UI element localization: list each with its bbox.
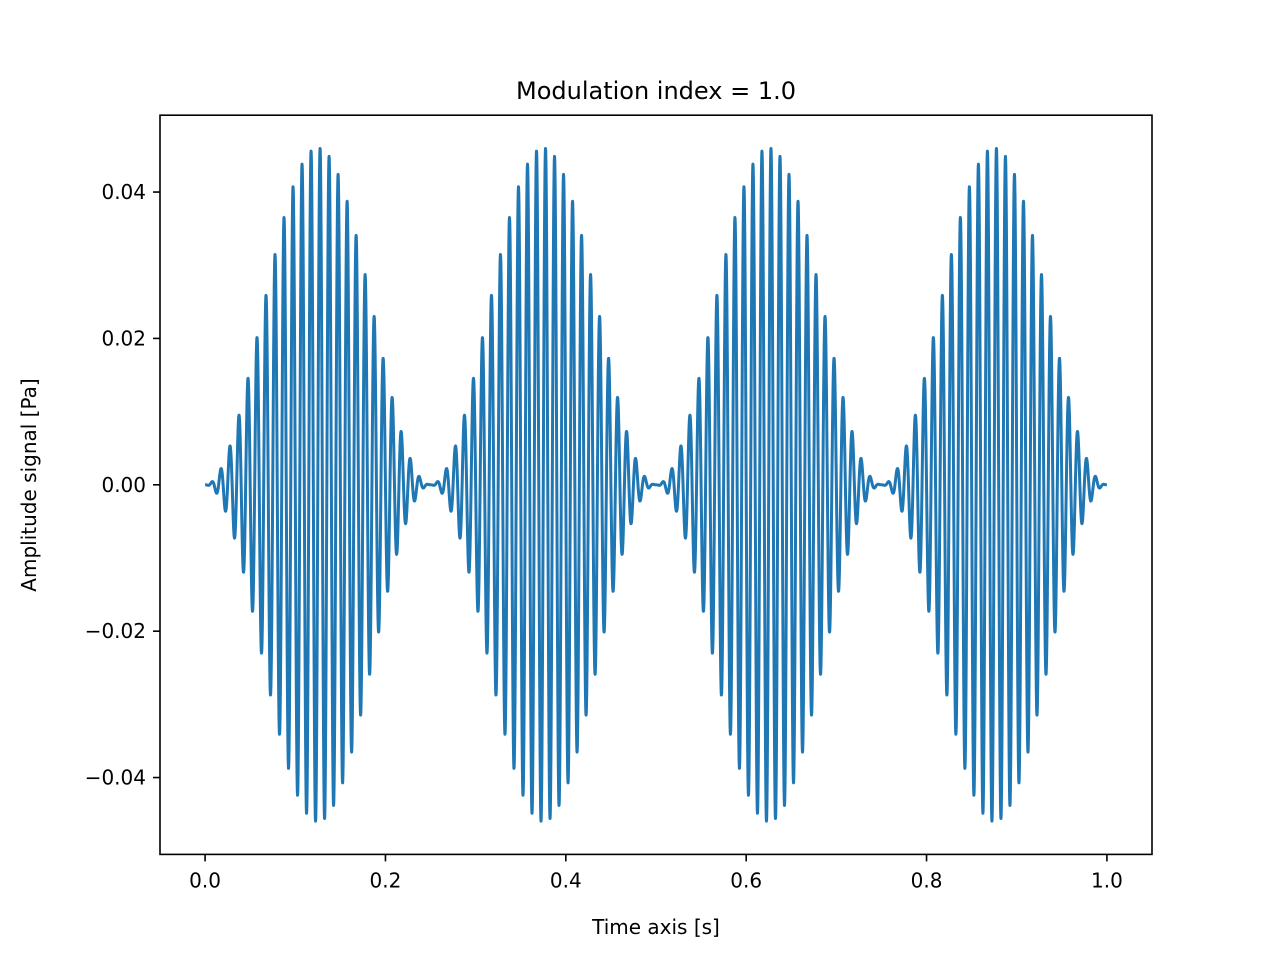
y-tick-label: −0.02: [85, 619, 146, 643]
y-tick-label: 0.00: [101, 473, 146, 497]
x-tick-label: 0.6: [730, 868, 762, 892]
plot-area: [203, 146, 1109, 823]
y-tick-label: 0.02: [101, 326, 146, 350]
x-tick-label: 0.8: [911, 868, 943, 892]
y-axis: −0.04 −0.02 0.00 0.02 0.04: [85, 180, 160, 790]
chart-title: Modulation index = 1.0: [516, 77, 796, 105]
y-tick-label: −0.04: [85, 766, 146, 790]
x-axis-label: Time axis [s]: [591, 915, 720, 939]
x-tick-label: 1.0: [1091, 868, 1123, 892]
x-tick-label: 0.4: [550, 868, 582, 892]
x-axis: 0.0 0.2 0.4 0.6 0.8 1.0: [189, 854, 1123, 892]
y-tick-label: 0.04: [101, 180, 146, 204]
x-tick-label: 0.0: [189, 868, 221, 892]
x-tick-label: 0.2: [370, 868, 402, 892]
y-axis-label: Amplitude signal [Pa]: [17, 378, 41, 591]
series-line: [203, 146, 1109, 823]
